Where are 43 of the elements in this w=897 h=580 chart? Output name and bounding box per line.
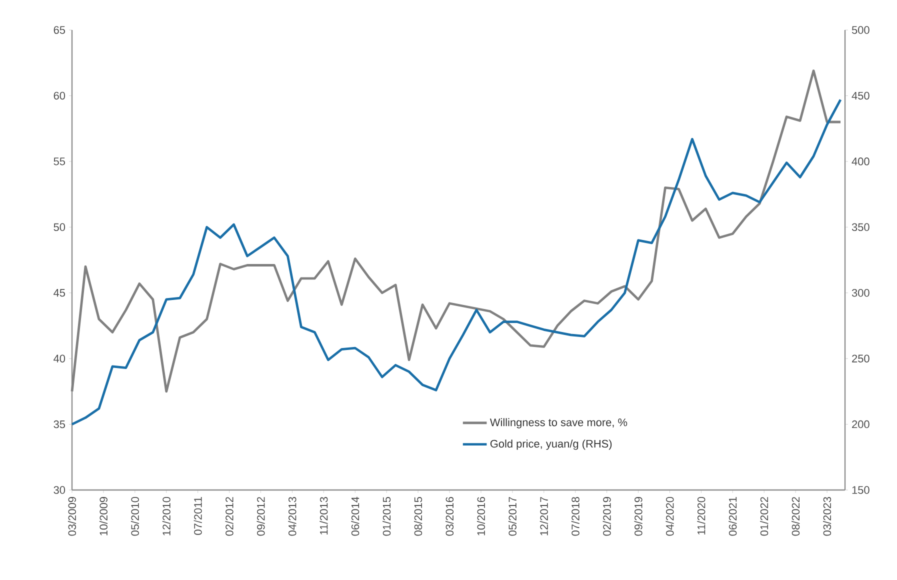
y-tick-label: 40 [54,354,66,362]
y2-tick-label: 300 [852,288,870,297]
y2-tick-label: 250 [852,354,870,362]
y2-tick-label: 200 [852,420,870,428]
x-tick-label: 11/2020 [697,496,706,534]
x-tick-label: 06/2014 [351,496,360,536]
y2-tick-label: 450 [852,92,870,100]
x-tick-label: 07/2018 [571,497,580,536]
x-tick-label: 02/2012 [225,497,234,536]
legend-label: Willingness to save more, % [490,418,628,428]
y-tick-label: 55 [54,158,66,166]
x-tick-label: 10/2009 [99,497,108,536]
y-tick-label: 65 [54,26,66,34]
x-tick-label: 08/2022 [792,497,800,536]
x-tick-label: 10/2016 [476,497,486,536]
x-tick-label: 04/2013 [288,497,296,536]
x-tick-label: 12/2017 [540,497,548,536]
x-tick-label: 02/2019 [602,497,611,536]
y2-tick-label: 350 [852,223,870,232]
x-tick-label: 09/2012 [256,497,265,536]
x-tick-label: 03/2009 [68,497,76,536]
y-tick-label: 35 [54,420,66,428]
x-tick-label: 04/2020 [666,496,674,536]
x-tick-label: 07/2011 [194,497,202,535]
x-tick-label: 12/2010 [162,496,170,536]
x-tick-label: 03/2023 [823,497,832,536]
y2-tick-label: 500 [852,26,870,34]
x-tick-label: 06/2021 [728,497,737,536]
x-tick-label: 08/2015 [414,496,422,536]
x-tick-label: 01/2015 [382,496,391,536]
y-tick-label: 60 [54,92,66,100]
y-tick-label: 30 [54,486,66,494]
x-tick-label: 05/2017 [508,497,516,536]
legend-label: Gold price, yuan/g (RHS) [490,440,612,450]
x-tick-label: 01/2022 [760,497,768,536]
y2-tick-label: 400 [852,158,870,166]
x-tick-label: 09/2019 [634,497,642,536]
x-tick-label: 05/2010 [130,496,139,536]
y-tick-label: 50 [54,223,66,232]
y2-tick-label: 150 [852,486,870,494]
y-tick-label: 45 [54,289,66,297]
x-tick-label: 03/2016 [445,497,454,536]
x-tick-label: 11/2013 [320,497,328,534]
